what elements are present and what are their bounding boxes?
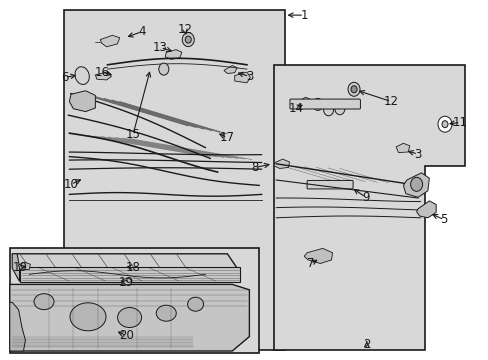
- Text: 10: 10: [63, 178, 78, 191]
- Text: 7: 7: [306, 257, 314, 270]
- Text: 16: 16: [94, 66, 109, 78]
- FancyBboxPatch shape: [306, 180, 352, 189]
- Ellipse shape: [334, 103, 344, 115]
- Text: 12: 12: [383, 95, 398, 108]
- FancyBboxPatch shape: [289, 99, 360, 109]
- Polygon shape: [10, 284, 249, 351]
- Text: 1: 1: [300, 9, 307, 22]
- Polygon shape: [395, 143, 409, 153]
- Text: 11: 11: [452, 116, 467, 129]
- Text: 19: 19: [119, 276, 133, 289]
- Polygon shape: [19, 262, 30, 270]
- Polygon shape: [416, 201, 435, 218]
- Polygon shape: [95, 72, 111, 80]
- Polygon shape: [121, 278, 132, 285]
- Polygon shape: [69, 91, 95, 112]
- FancyBboxPatch shape: [10, 248, 259, 353]
- Polygon shape: [273, 65, 464, 350]
- Ellipse shape: [347, 82, 359, 96]
- Text: 5: 5: [439, 213, 447, 226]
- Polygon shape: [234, 72, 250, 83]
- Text: 13: 13: [153, 41, 167, 54]
- Ellipse shape: [185, 36, 191, 43]
- Ellipse shape: [437, 116, 451, 132]
- Polygon shape: [224, 66, 237, 73]
- Text: 14: 14: [288, 102, 303, 114]
- Polygon shape: [20, 267, 239, 282]
- Text: 18: 18: [125, 261, 140, 274]
- Ellipse shape: [70, 303, 106, 331]
- Ellipse shape: [441, 121, 447, 128]
- Polygon shape: [10, 302, 25, 351]
- Text: 3: 3: [245, 70, 253, 83]
- Ellipse shape: [182, 33, 194, 46]
- Ellipse shape: [323, 104, 333, 116]
- Text: 15: 15: [125, 128, 140, 141]
- Polygon shape: [297, 97, 311, 106]
- Text: 6: 6: [61, 71, 68, 84]
- Polygon shape: [165, 50, 182, 59]
- Polygon shape: [403, 173, 428, 197]
- Text: 8: 8: [251, 161, 259, 174]
- Text: 19: 19: [13, 261, 28, 274]
- Ellipse shape: [117, 307, 142, 328]
- Ellipse shape: [187, 297, 203, 311]
- Polygon shape: [12, 254, 20, 282]
- Ellipse shape: [410, 177, 422, 191]
- Polygon shape: [273, 159, 289, 168]
- Text: 9: 9: [361, 191, 369, 204]
- Ellipse shape: [312, 98, 322, 111]
- Text: 20: 20: [119, 329, 133, 342]
- Text: 17: 17: [220, 131, 234, 144]
- Ellipse shape: [75, 67, 89, 85]
- Polygon shape: [100, 35, 120, 47]
- Ellipse shape: [159, 63, 168, 75]
- Ellipse shape: [156, 305, 176, 321]
- Text: 3: 3: [413, 148, 421, 161]
- Text: 4: 4: [138, 25, 145, 38]
- FancyBboxPatch shape: [63, 10, 284, 350]
- Polygon shape: [12, 254, 237, 268]
- Text: 2: 2: [362, 338, 370, 351]
- Ellipse shape: [34, 294, 54, 310]
- Text: 12: 12: [177, 23, 192, 36]
- Polygon shape: [304, 248, 332, 264]
- Ellipse shape: [350, 86, 356, 93]
